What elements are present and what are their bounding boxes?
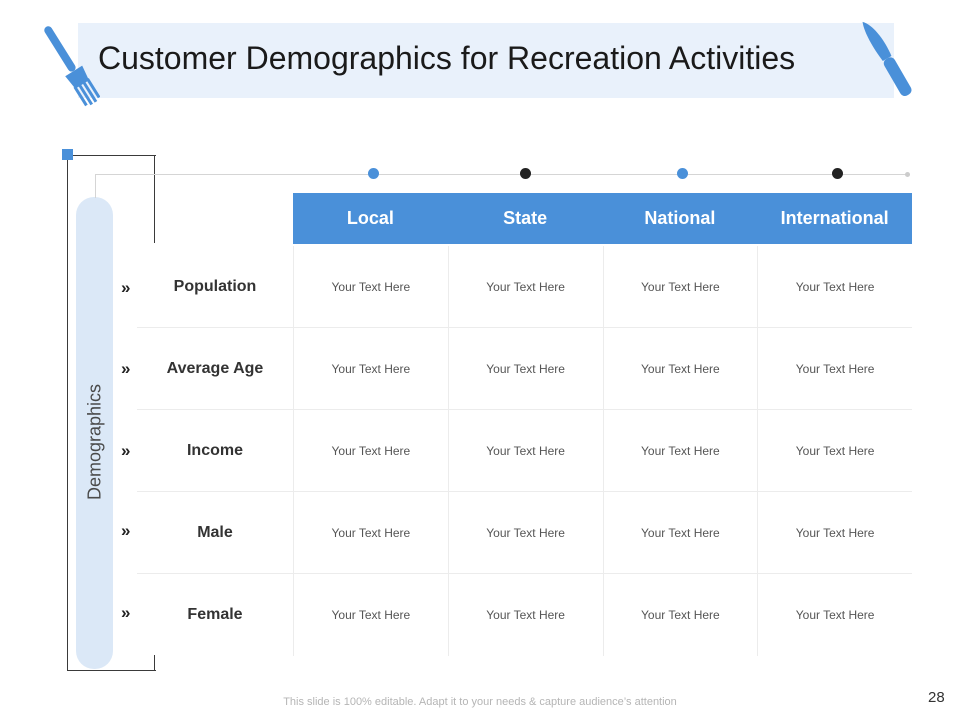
table-cell: Your Text Here [602, 574, 758, 656]
slide-title: Customer Demographics for Recreation Act… [98, 40, 796, 76]
timeline-end-dot [905, 172, 910, 177]
table-cell: Your Text Here [293, 574, 448, 656]
table-cell: Your Text Here [293, 328, 448, 410]
bracket-corner-square [62, 149, 73, 160]
table-cell: Your Text Here [757, 410, 912, 492]
table-cell: Your Text Here [447, 492, 603, 574]
table-cell: Your Text Here [293, 492, 448, 574]
row-label: Income [186, 442, 243, 459]
page-number: 28 [928, 689, 945, 706]
table-cell: Your Text Here [447, 410, 603, 492]
table-cell: Your Text Here [757, 246, 912, 328]
row-divider [137, 409, 912, 410]
title-banner [78, 23, 894, 98]
table-row-income: Income Your Text Here Your Text Here You… [137, 410, 912, 492]
row-label: Male [197, 524, 233, 541]
timeline-dot-international [832, 168, 843, 179]
column-header-local: Local [346, 208, 394, 228]
table-row-population: Population Your Text Here Your Text Here… [137, 246, 912, 328]
double-chevron-right-icon: » [121, 603, 131, 622]
table-cell: Your Text Here [293, 410, 448, 492]
timeline-dot-national [677, 168, 688, 179]
row-divider [137, 327, 912, 328]
bracket-frame [67, 155, 156, 671]
demographics-pill [76, 197, 113, 669]
table-cell: Your Text Here [447, 574, 603, 656]
column-header-international: International [780, 208, 889, 228]
timeline-drop-line [95, 174, 96, 198]
table-cell: Your Text Here [602, 492, 758, 574]
bracket-tick-top [154, 155, 156, 243]
table-cell: Your Text Here [757, 574, 912, 656]
double-chevron-right-icon: » [121, 521, 131, 540]
timeline-dot-local [368, 168, 379, 179]
row-label: Average Age [166, 360, 264, 377]
table-row-female: Female Your Text Here Your Text Here You… [137, 574, 912, 656]
timeline-dot-state [520, 168, 531, 179]
table-cell: Your Text Here [602, 246, 758, 328]
table-row-average-age: Average Age Your Text Here Your Text Her… [137, 328, 912, 410]
double-chevron-right-icon: » [121, 441, 131, 460]
table-cell: Your Text Here [293, 246, 448, 328]
column-header-state: State [503, 208, 548, 228]
table-cell: Your Text Here [602, 328, 758, 410]
timeline-line [95, 174, 910, 175]
table-row-male: Male Your Text Here Your Text Here Your … [137, 492, 912, 574]
double-chevron-right-icon: » [121, 278, 131, 297]
row-divider [137, 573, 912, 574]
table-cell: Your Text Here [757, 492, 912, 574]
knife-icon [862, 21, 912, 97]
bracket-tick-bottom [154, 655, 156, 670]
fork-icon [44, 26, 100, 107]
demographics-label: Demographics [84, 383, 105, 501]
table-cell: Your Text Here [757, 328, 912, 410]
double-chevron-right-icon: » [121, 359, 131, 378]
table-cell: Your Text Here [447, 246, 603, 328]
table-header: Local State National International [293, 193, 912, 244]
row-divider [137, 491, 912, 492]
row-label: Population [173, 278, 257, 295]
footer-note: This slide is 100% editable. Adapt it to… [283, 696, 677, 708]
table-cell: Your Text Here [447, 328, 603, 410]
row-label: Female [187, 606, 243, 623]
table-cell: Your Text Here [602, 410, 758, 492]
column-header-national: National [644, 208, 716, 228]
